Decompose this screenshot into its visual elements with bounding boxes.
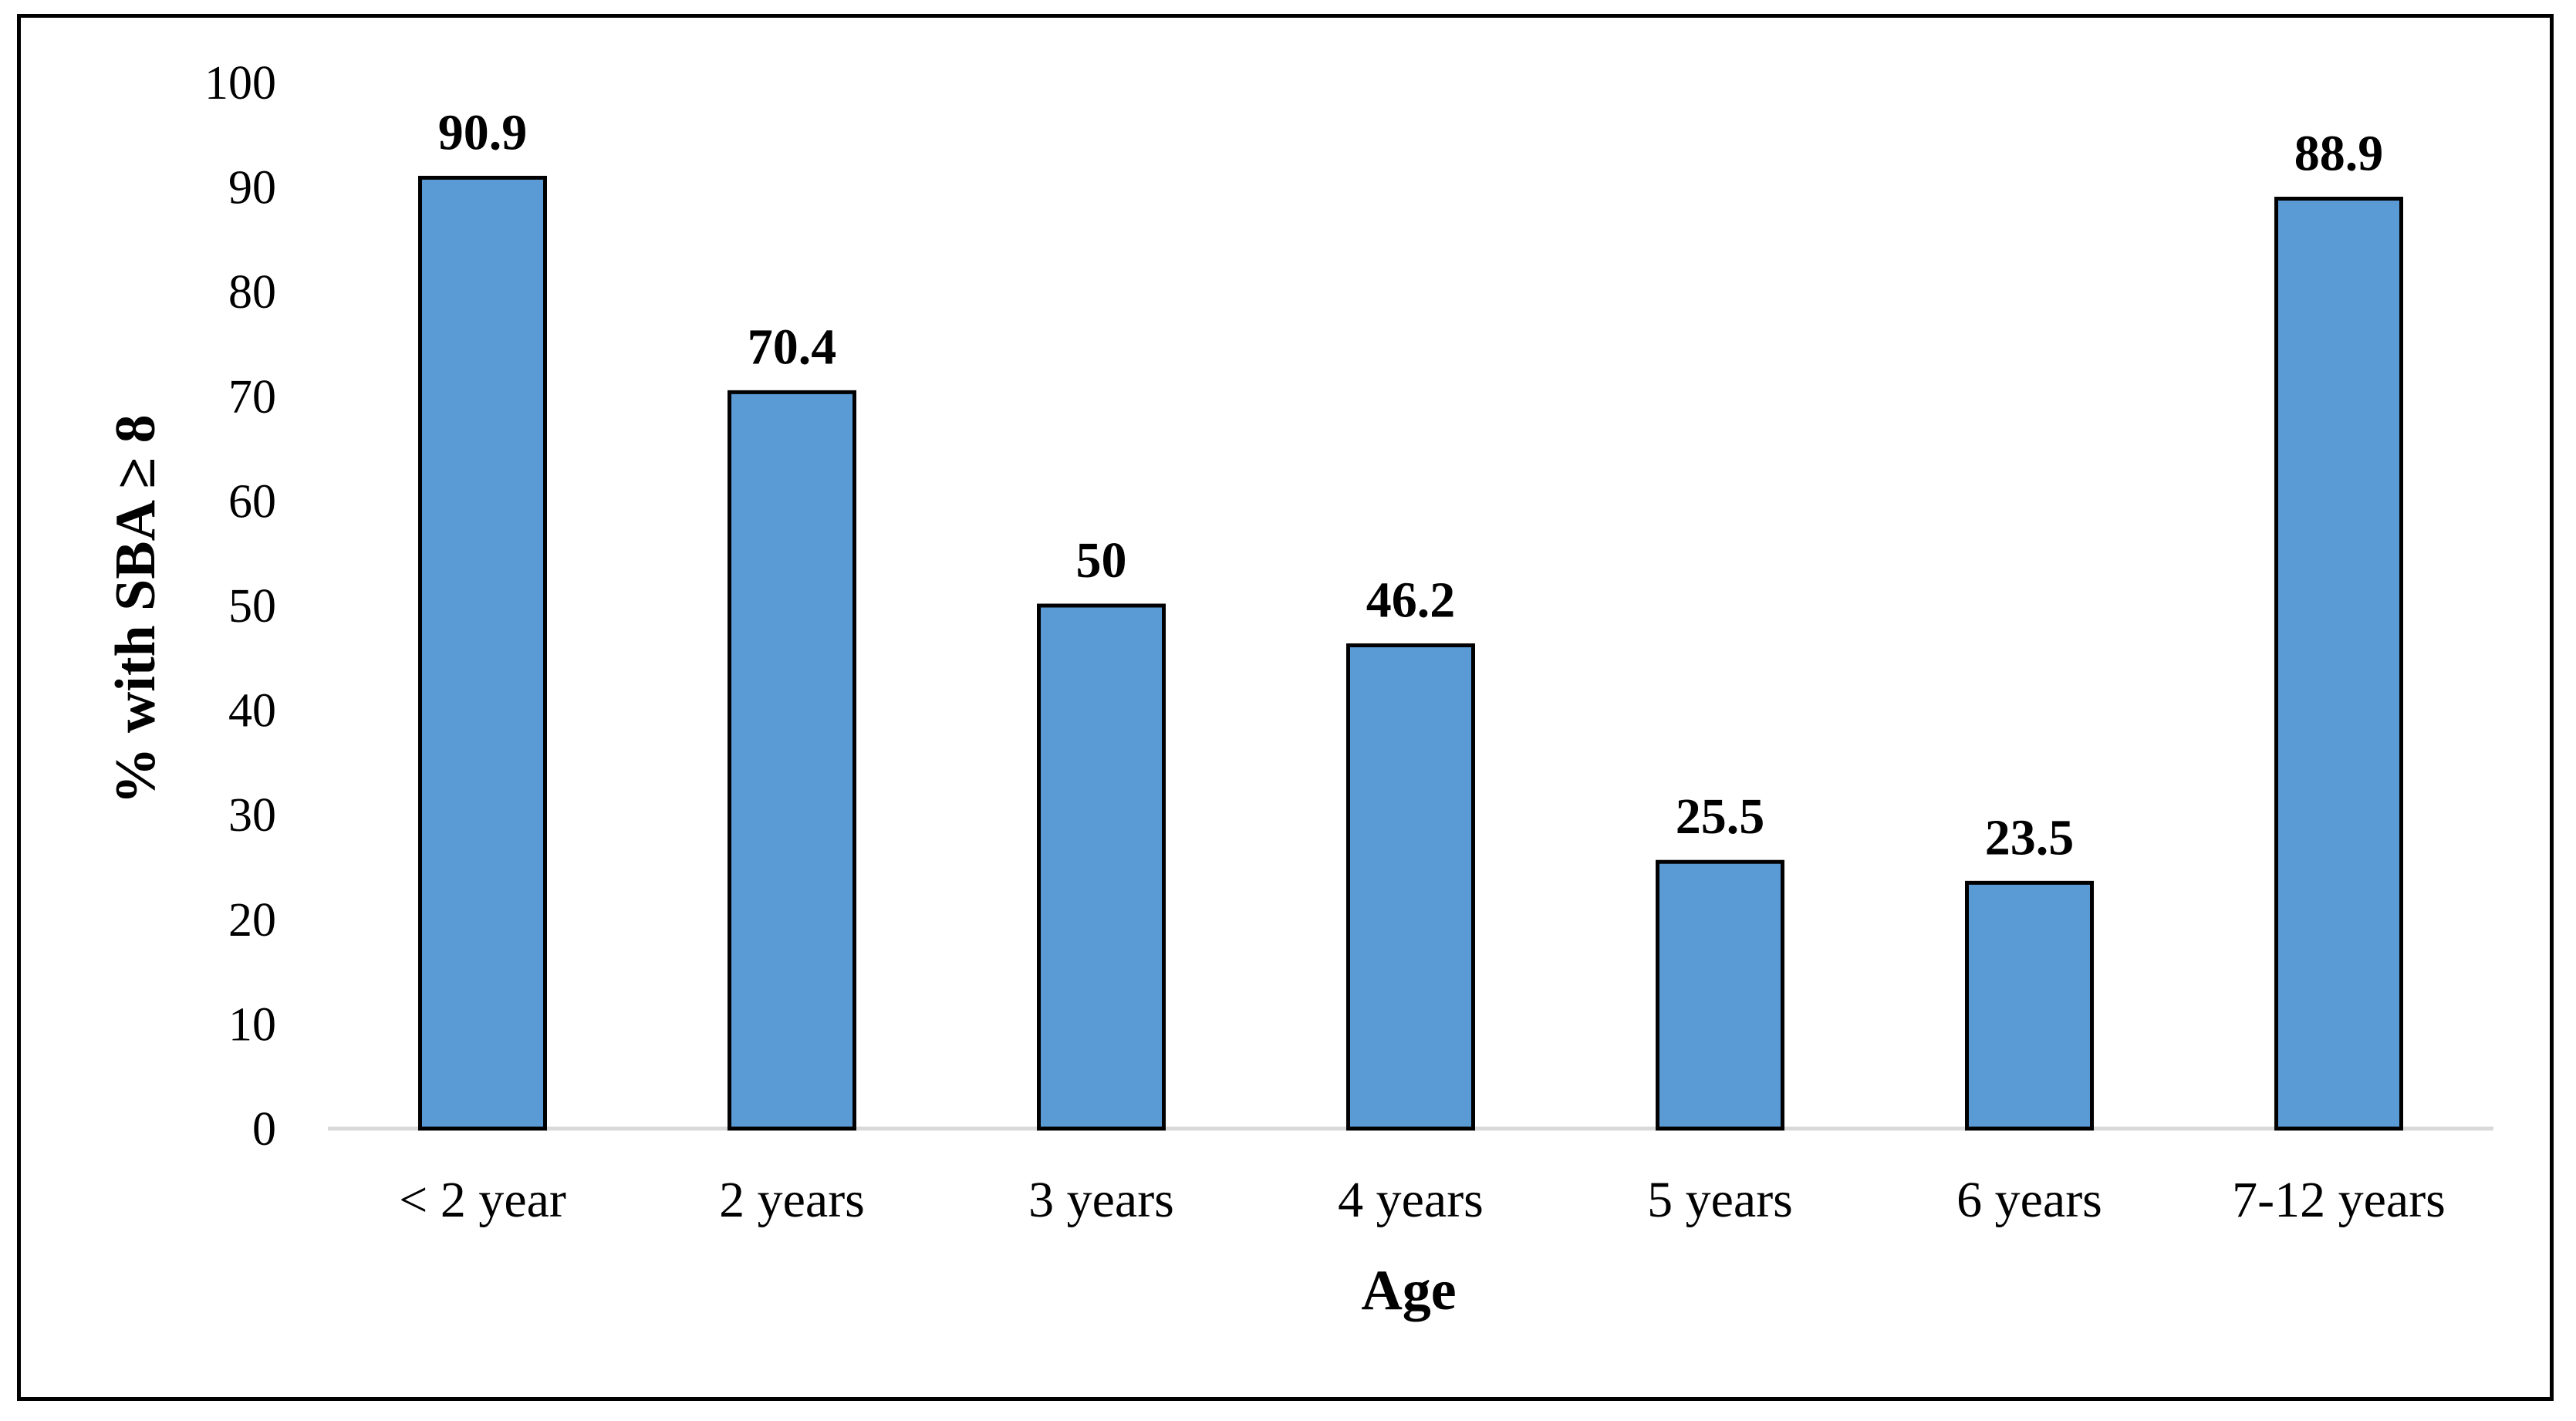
y-tick-label: 90 — [228, 162, 276, 214]
bar — [1346, 643, 1475, 1131]
bar — [1037, 603, 1166, 1131]
category-label: < 2 year — [399, 1172, 566, 1228]
data-label: 23.5 — [1985, 809, 2075, 866]
y-tick-label: 50 — [228, 580, 276, 633]
category-labels-group: < 2 year 2 years 3 years 4 years 5 years 6 ye… — [399, 1172, 2446, 1228]
category-label: 5 years — [1647, 1172, 1793, 1228]
bars-group — [418, 175, 2403, 1131]
bar — [1656, 859, 1784, 1131]
bar — [2274, 197, 2403, 1131]
bar — [418, 175, 547, 1131]
y-tick-label: 20 — [228, 894, 276, 947]
data-label: 50 — [1076, 532, 1127, 589]
y-tick-label: 10 — [228, 998, 276, 1051]
category-label: 3 years — [1028, 1172, 1174, 1228]
data-label: 25.5 — [1676, 788, 1765, 845]
data-label: 46.2 — [1366, 572, 1456, 629]
data-label: 90.9 — [438, 104, 528, 160]
data-label: 88.9 — [2294, 126, 2384, 182]
category-label: 6 years — [1956, 1172, 2102, 1228]
y-tick-label: 70 — [228, 371, 276, 424]
y-tick-label: 60 — [228, 475, 276, 528]
data-label: 70.4 — [748, 319, 837, 375]
y-axis-ticks: 0 10 20 30 40 50 60 70 80 90 100 — [204, 57, 276, 1156]
y-tick-label: 40 — [228, 685, 276, 738]
y-tick-label: 0 — [252, 1103, 276, 1156]
y-tick-label: 100 — [204, 57, 276, 110]
y-axis-title: % with SBA ≥ 8 — [104, 414, 167, 804]
category-label: 7-12 years — [2232, 1172, 2446, 1228]
bar — [728, 390, 856, 1131]
category-label: 2 years — [719, 1172, 865, 1228]
bar — [1965, 880, 2094, 1131]
category-label: 4 years — [1338, 1172, 1484, 1228]
y-tick-label: 30 — [228, 789, 276, 842]
x-axis-title: Age — [1361, 1259, 1456, 1322]
data-labels-group: 90.9 70.4 50 46.2 25.5 23.5 88.9 — [438, 104, 2384, 866]
y-tick-label: 80 — [228, 266, 276, 319]
